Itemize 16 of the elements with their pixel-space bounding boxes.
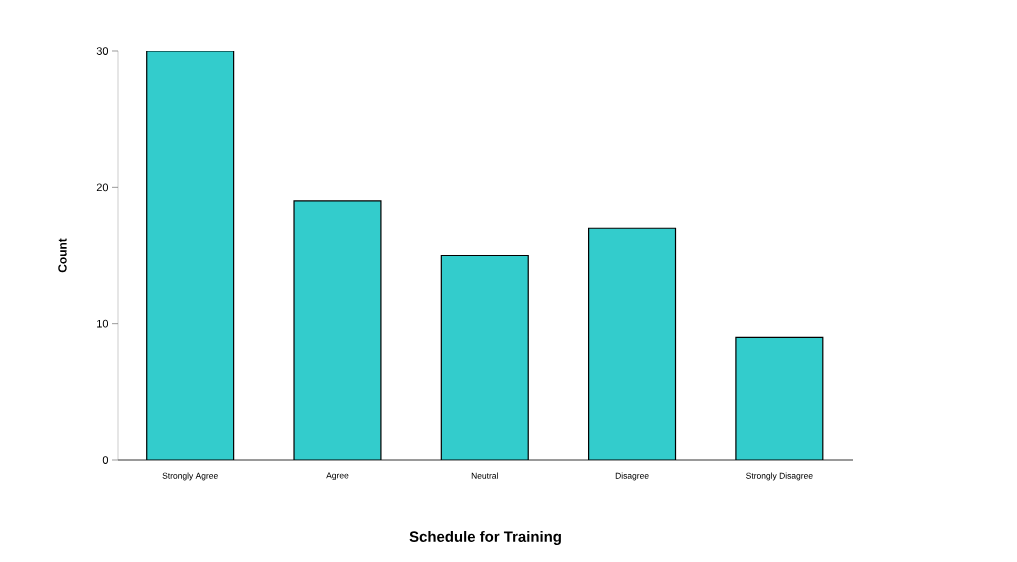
x-tick-label: Neutral bbox=[471, 472, 498, 479]
x-tick-label: Strongly Disagree bbox=[746, 472, 813, 481]
y-tick-label: 30 bbox=[96, 47, 109, 55]
x-tick-label: Agree bbox=[326, 472, 349, 481]
y-tick-label: 0 bbox=[102, 456, 109, 464]
y-tick-label: 20 bbox=[96, 183, 109, 192]
bar bbox=[294, 200, 381, 460]
bar bbox=[146, 51, 234, 460]
y-tick-label: 10 bbox=[97, 319, 109, 328]
bar bbox=[588, 228, 676, 460]
bar bbox=[735, 336, 824, 460]
x-tick-label: Strongly Agree bbox=[162, 472, 218, 481]
x-axis-title: Schedule for Training bbox=[409, 530, 561, 545]
y-axis-title: Count bbox=[58, 238, 67, 273]
bar bbox=[441, 255, 529, 460]
x-tick-label: Disagree bbox=[615, 472, 649, 481]
